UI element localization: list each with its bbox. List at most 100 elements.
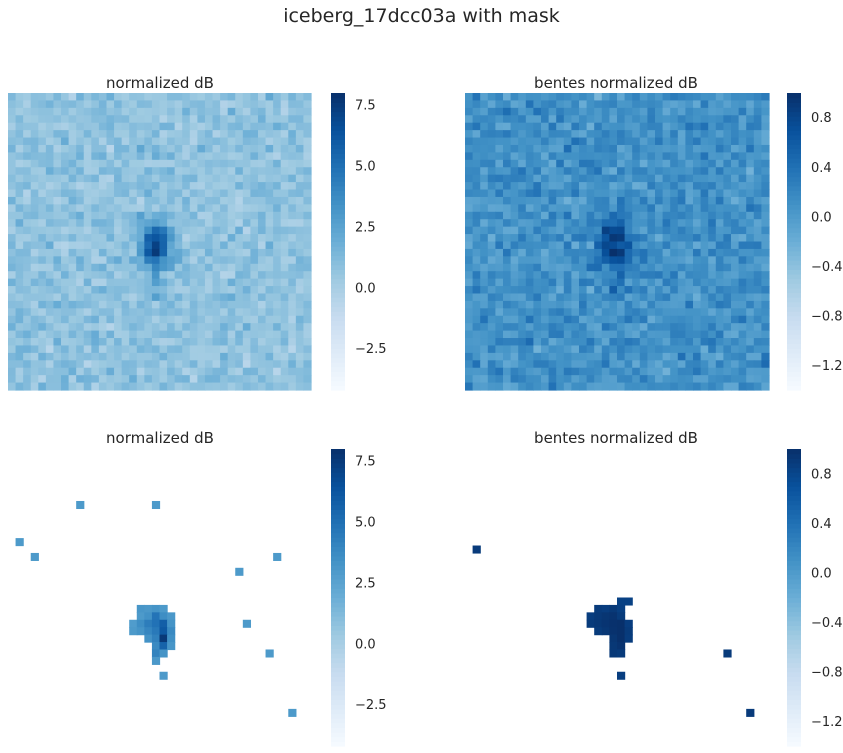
heatmap-cell bbox=[647, 293, 656, 302]
heatmap-cell bbox=[617, 159, 626, 168]
colorbar-segment bbox=[331, 606, 345, 613]
heatmap-cell bbox=[235, 167, 244, 176]
heatmap-cell bbox=[495, 300, 504, 309]
heatmap-cell bbox=[548, 330, 557, 339]
heatmap-cell bbox=[480, 345, 489, 354]
heatmap-cell bbox=[761, 338, 770, 347]
heatmap-cell bbox=[579, 122, 588, 131]
heatmap-cell bbox=[106, 300, 115, 309]
heatmap-cell bbox=[487, 174, 496, 183]
heatmap-cell bbox=[121, 189, 130, 198]
heatmap-cell bbox=[235, 323, 244, 332]
heatmap-cell bbox=[715, 226, 724, 235]
heatmap-cell bbox=[53, 375, 62, 384]
heatmap-cell bbox=[647, 241, 656, 250]
heatmap-cell bbox=[159, 375, 168, 384]
heatmap-cell bbox=[8, 367, 17, 376]
heatmap-cell bbox=[106, 107, 115, 116]
heatmap-cell bbox=[159, 130, 168, 139]
heatmap-cell bbox=[753, 315, 762, 324]
heatmap-cell bbox=[61, 115, 70, 124]
heatmap-cell bbox=[38, 93, 47, 102]
heatmap-cell bbox=[227, 211, 236, 220]
heatmap-cell bbox=[250, 174, 259, 183]
heatmap-cell bbox=[746, 315, 755, 324]
heatmap-cell bbox=[151, 100, 161, 109]
heatmap-cell bbox=[45, 375, 55, 384]
heatmap-cell bbox=[617, 627, 626, 636]
heatmap-cell bbox=[639, 93, 648, 102]
heatmap-cell bbox=[182, 375, 191, 384]
heatmap-cell bbox=[594, 330, 603, 339]
heatmap-cell bbox=[647, 219, 656, 228]
heatmap-cell bbox=[624, 159, 633, 168]
heatmap-cell bbox=[98, 189, 108, 198]
heatmap-cell bbox=[571, 241, 580, 250]
heatmap-cell bbox=[670, 167, 679, 176]
heatmap-cell bbox=[53, 293, 62, 302]
colorbar-tick-label: −0.4 bbox=[811, 616, 843, 631]
heatmap-cell bbox=[639, 219, 648, 228]
colorbar: −2.50.02.55.07.5 bbox=[331, 93, 387, 391]
heatmap-cell bbox=[182, 256, 191, 265]
colorbar-segment bbox=[787, 606, 801, 613]
heatmap-cell bbox=[288, 345, 297, 354]
heatmap-cell bbox=[273, 338, 282, 347]
heatmap-cell bbox=[159, 308, 168, 317]
heatmap-cell bbox=[303, 107, 312, 116]
colorbar-segment bbox=[787, 453, 801, 459]
heatmap-cell bbox=[129, 137, 138, 146]
heatmap-cell bbox=[182, 211, 191, 220]
heatmap-cell bbox=[68, 330, 77, 339]
colorbar-segment bbox=[331, 643, 345, 650]
heatmap-cell bbox=[204, 241, 214, 250]
heatmap-cell bbox=[541, 167, 550, 176]
heatmap-cell bbox=[693, 137, 702, 146]
heatmap-cell bbox=[487, 93, 496, 102]
heatmap-cell bbox=[189, 219, 198, 228]
colorbar-segment bbox=[787, 671, 801, 677]
heatmap-cell bbox=[121, 300, 130, 309]
heatmap-cell bbox=[76, 263, 85, 272]
heatmap-cell bbox=[525, 323, 534, 332]
heatmap-cell bbox=[639, 130, 648, 139]
heatmap-cell bbox=[23, 219, 32, 228]
heatmap-cell bbox=[472, 130, 481, 139]
heatmap-cell bbox=[189, 286, 198, 295]
heatmap-cell bbox=[15, 174, 24, 183]
heatmap-cell bbox=[182, 115, 191, 124]
heatmap-cell bbox=[280, 234, 289, 243]
heatmap-cell bbox=[533, 256, 542, 265]
heatmap-cell bbox=[525, 345, 534, 354]
heatmap-cell bbox=[220, 159, 229, 168]
heatmap-cell bbox=[624, 130, 633, 139]
heatmap-cell bbox=[227, 167, 236, 176]
heatmap-cell bbox=[677, 204, 686, 213]
heatmap-cell bbox=[465, 382, 474, 391]
heatmap-cell bbox=[53, 300, 62, 309]
heatmap-cell bbox=[129, 619, 138, 628]
heatmap-cell bbox=[295, 300, 305, 309]
heatmap-cell bbox=[167, 330, 176, 339]
heatmap-cell bbox=[235, 315, 244, 324]
heatmap-cell bbox=[288, 367, 297, 376]
heatmap-cell bbox=[197, 345, 206, 354]
heatmap-cell bbox=[121, 382, 130, 391]
heatmap-cell bbox=[579, 226, 588, 235]
heatmap-cell bbox=[472, 182, 481, 191]
heatmap-cell bbox=[465, 100, 474, 109]
heatmap-cell bbox=[121, 278, 130, 287]
heatmap-cell bbox=[98, 234, 108, 243]
colorbar-segment bbox=[331, 500, 345, 506]
heatmap-cell bbox=[114, 152, 123, 161]
heatmap-cell bbox=[204, 345, 214, 354]
heatmap-cell bbox=[465, 93, 474, 102]
heatmap-cell bbox=[525, 234, 534, 243]
heatmap-cell bbox=[212, 323, 221, 332]
heatmap-cell bbox=[487, 122, 496, 131]
heatmap-cell bbox=[159, 642, 168, 651]
heatmap-cell bbox=[212, 100, 221, 109]
heatmap-cell bbox=[594, 159, 603, 168]
heatmap-cell bbox=[624, 271, 633, 280]
heatmap-cell bbox=[723, 93, 732, 102]
